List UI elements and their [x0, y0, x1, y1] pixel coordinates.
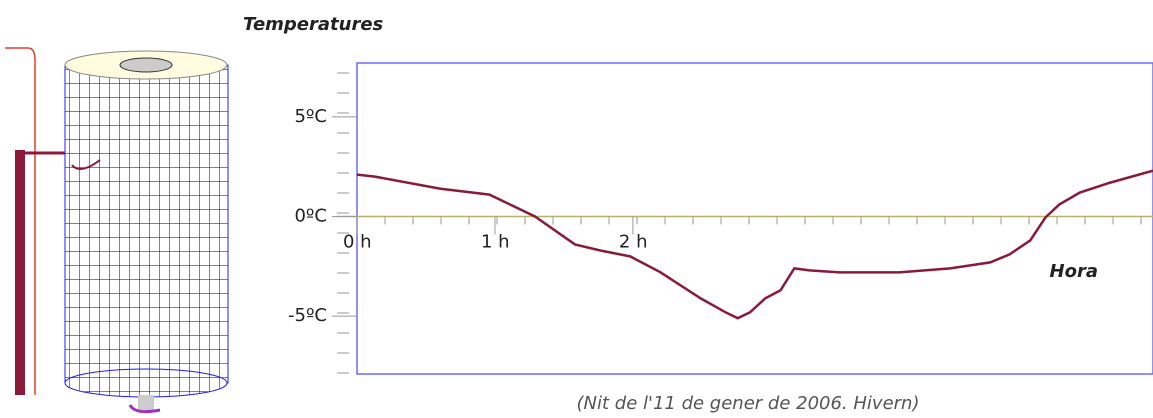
y-tick-label: 0ºC [294, 206, 327, 227]
x-tick-label: 0 h [343, 232, 372, 253]
caption: (Nit de l'11 de gener de 2006. Hivern) [577, 393, 920, 414]
x-tick-label: 1 h [481, 232, 510, 253]
x-axis-label: Hora [1050, 261, 1098, 282]
data-line [356, 169, 1153, 320]
x-tick-label: 2 h [619, 232, 648, 253]
y-tick-label: -5ºC [288, 305, 327, 326]
tank-diagram [5, 47, 229, 414]
y-tick-label: 5ºC [294, 106, 327, 127]
chart-title: Temperatures [243, 14, 384, 35]
plot-frame [356, 62, 1153, 375]
